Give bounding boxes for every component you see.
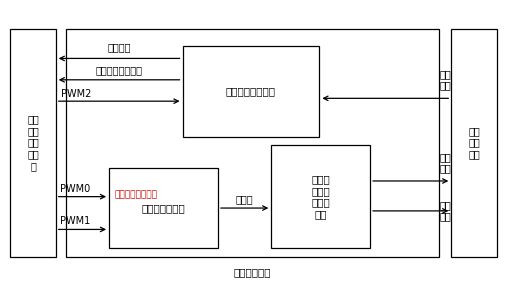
Text: 锯齿波: 锯齿波 <box>236 194 254 204</box>
Text: 反射: 反射 <box>439 69 451 79</box>
Bar <box>183 46 319 137</box>
Text: 控制
及信
息处
理模
块: 控制 及信 息处 理模 块 <box>27 114 39 171</box>
Text: PWM2: PWM2 <box>61 89 91 99</box>
Text: 发射: 发射 <box>439 152 451 162</box>
Text: 信号: 信号 <box>439 80 451 91</box>
Text: 锯齿波产生电路: 锯齿波产生电路 <box>141 203 186 213</box>
Text: 处理后的反射信号: 处理后的反射信号 <box>96 65 142 75</box>
Text: 收发
电路
模块: 收发 电路 模块 <box>468 126 480 159</box>
Text: 信号调制模块: 信号调制模块 <box>234 267 271 277</box>
Text: 发射及
采样信
号产生
电路: 发射及 采样信 号产生 电路 <box>311 174 330 219</box>
Text: 江苏华云流量计厂: 江苏华云流量计厂 <box>114 191 157 200</box>
Text: 采样: 采样 <box>439 200 451 210</box>
Text: 反射信号调制电路: 反射信号调制电路 <box>226 86 276 96</box>
Text: PWM1: PWM1 <box>60 216 90 227</box>
Text: 信号: 信号 <box>439 163 451 173</box>
Bar <box>109 168 218 248</box>
Bar <box>451 28 497 256</box>
Text: PWM0: PWM0 <box>60 184 90 194</box>
Bar <box>66 28 439 256</box>
Bar <box>271 145 370 248</box>
Bar <box>10 28 56 256</box>
Text: 基准信号: 基准信号 <box>107 42 131 53</box>
Text: 信号: 信号 <box>439 211 451 222</box>
